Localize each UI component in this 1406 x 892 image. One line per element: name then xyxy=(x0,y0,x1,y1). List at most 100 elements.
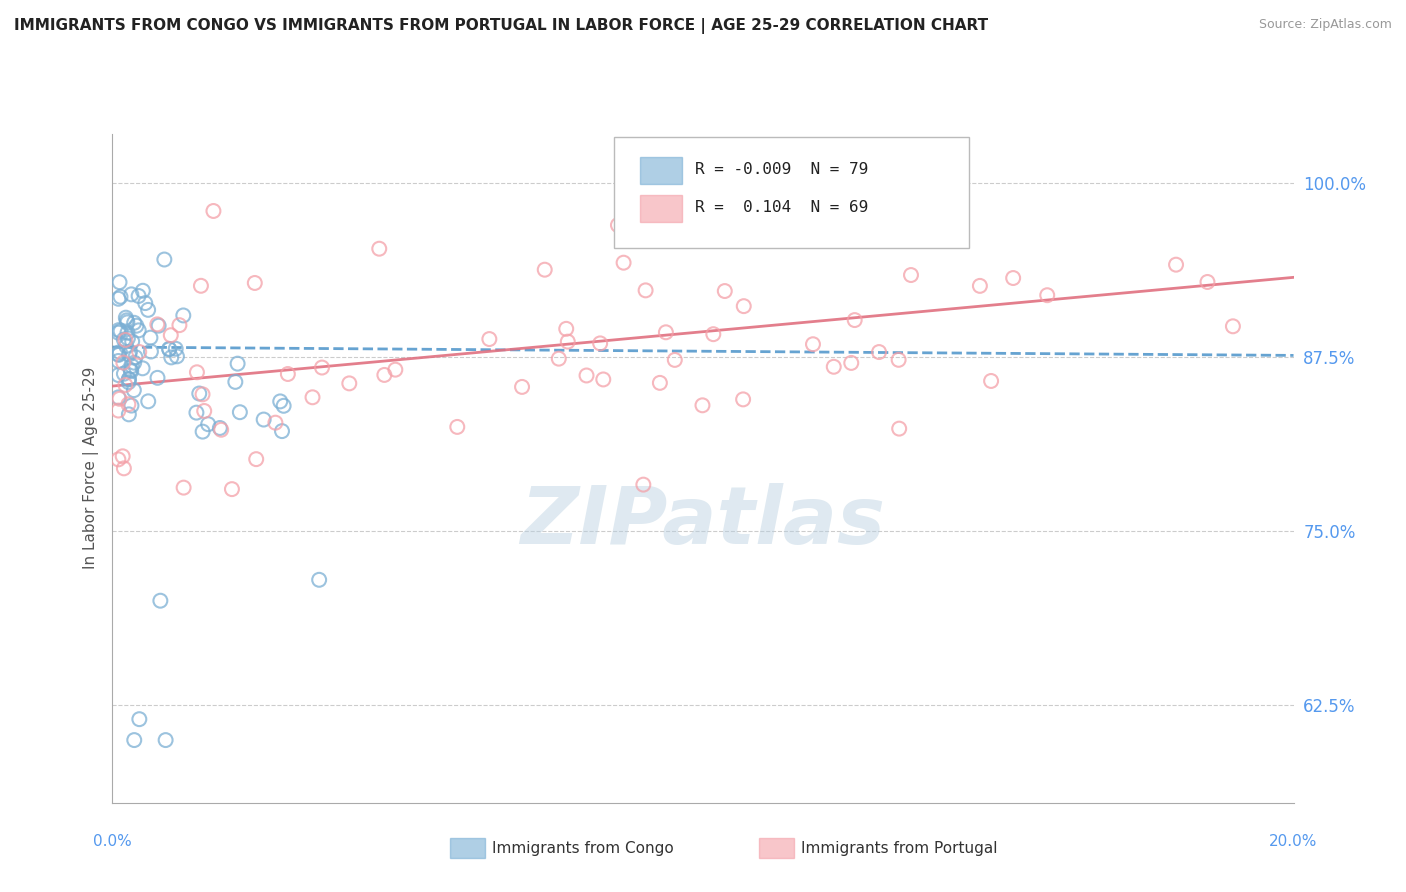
Point xyxy=(733,392,755,407)
Point xyxy=(108,392,131,406)
Point xyxy=(117,397,139,411)
Point xyxy=(128,712,150,726)
Point xyxy=(823,359,845,374)
Point xyxy=(301,390,323,404)
Point xyxy=(160,351,183,365)
Point xyxy=(107,452,129,467)
Point xyxy=(592,372,614,386)
Point xyxy=(980,374,1002,388)
Point xyxy=(226,357,249,371)
Point xyxy=(887,352,910,367)
Point xyxy=(1197,275,1219,289)
Point xyxy=(478,332,501,346)
Point xyxy=(271,424,294,438)
Point xyxy=(146,318,169,332)
Point xyxy=(221,482,243,496)
Point xyxy=(664,352,686,367)
Point xyxy=(114,333,136,347)
Point xyxy=(173,481,195,495)
Point xyxy=(115,313,138,327)
Point xyxy=(245,452,267,467)
Point xyxy=(446,420,468,434)
Text: 20.0%: 20.0% xyxy=(1270,834,1317,849)
Point xyxy=(510,380,533,394)
Point xyxy=(165,342,187,356)
Point xyxy=(969,278,991,293)
Point xyxy=(229,405,252,419)
Point xyxy=(107,323,129,337)
Point xyxy=(311,360,333,375)
Point xyxy=(607,218,630,232)
Point xyxy=(191,425,214,439)
Point xyxy=(118,408,141,422)
Point xyxy=(115,339,138,353)
Point xyxy=(112,461,135,475)
Point xyxy=(117,315,139,329)
Point xyxy=(224,375,246,389)
Point xyxy=(733,299,755,313)
Text: Immigrants from Congo: Immigrants from Congo xyxy=(492,841,673,855)
Point xyxy=(839,356,862,370)
Point xyxy=(110,324,132,338)
Point xyxy=(121,359,143,373)
Point xyxy=(253,412,276,426)
Point xyxy=(107,292,129,306)
Point xyxy=(114,310,136,325)
Point xyxy=(157,342,180,356)
Point xyxy=(190,278,212,293)
Point xyxy=(166,349,188,363)
Point xyxy=(122,383,145,397)
Point xyxy=(191,387,214,401)
Point xyxy=(934,185,956,199)
Y-axis label: In Labor Force | Age 25-29: In Labor Force | Age 25-29 xyxy=(83,368,98,569)
Point xyxy=(107,354,129,368)
Point xyxy=(128,323,150,337)
Text: Immigrants from Portugal: Immigrants from Portugal xyxy=(801,841,998,855)
Point xyxy=(132,284,155,298)
Point xyxy=(868,345,890,359)
Point xyxy=(136,394,159,409)
Point xyxy=(117,326,139,340)
Point xyxy=(613,256,636,270)
Point xyxy=(172,309,194,323)
Bar xyxy=(640,157,682,184)
Point xyxy=(107,390,129,404)
Point xyxy=(118,345,141,359)
Point xyxy=(533,262,555,277)
Point xyxy=(149,593,172,607)
Point xyxy=(844,313,866,327)
Text: R =  0.104  N = 69: R = 0.104 N = 69 xyxy=(695,200,868,215)
Point xyxy=(169,318,191,333)
Point xyxy=(702,327,724,342)
Point xyxy=(128,345,150,359)
Point xyxy=(107,347,129,361)
Point xyxy=(337,376,360,391)
Point xyxy=(273,399,295,413)
Point xyxy=(186,406,208,420)
Point xyxy=(120,363,142,377)
Point xyxy=(111,450,134,464)
Point xyxy=(120,287,142,301)
Text: 0.0%: 0.0% xyxy=(93,834,132,849)
Point xyxy=(139,344,162,359)
FancyBboxPatch shape xyxy=(614,137,969,248)
Text: ZIPatlas: ZIPatlas xyxy=(520,483,886,561)
Point xyxy=(801,337,824,351)
Point xyxy=(122,356,145,370)
Point xyxy=(131,361,153,376)
Point xyxy=(110,290,132,304)
Point xyxy=(122,733,145,747)
Point xyxy=(146,371,169,385)
Point xyxy=(197,417,219,432)
Point xyxy=(900,268,922,282)
Point xyxy=(124,350,146,364)
Point xyxy=(159,328,181,343)
Point xyxy=(122,316,145,330)
Point xyxy=(155,733,177,747)
Point xyxy=(648,376,671,390)
Point xyxy=(134,296,156,310)
Point xyxy=(373,368,395,382)
Point xyxy=(153,252,176,267)
Point xyxy=(1036,288,1059,302)
Point xyxy=(655,326,678,340)
